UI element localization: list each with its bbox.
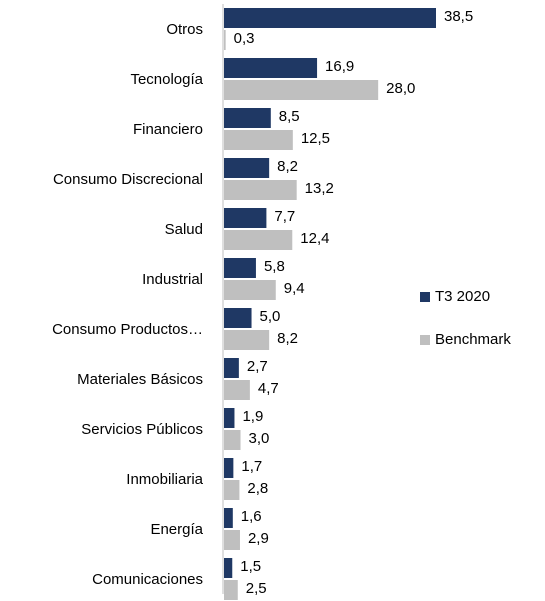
value-label: 2,8 bbox=[247, 480, 268, 497]
bar bbox=[224, 30, 226, 50]
bar bbox=[224, 530, 240, 550]
bar bbox=[224, 458, 234, 478]
bar bbox=[224, 358, 239, 378]
bar bbox=[224, 308, 252, 328]
bar bbox=[224, 8, 436, 28]
value-label: 5,0 bbox=[260, 308, 281, 325]
value-label: 1,9 bbox=[242, 408, 263, 425]
category-label: Otros bbox=[166, 21, 203, 38]
bar bbox=[224, 280, 276, 300]
value-label: 2,7 bbox=[247, 358, 268, 375]
value-label: 1,6 bbox=[241, 508, 262, 525]
value-label: 7,7 bbox=[274, 208, 295, 225]
category-label: Energía bbox=[150, 521, 203, 538]
value-label: 8,2 bbox=[277, 158, 298, 175]
legend-label: Benchmark bbox=[435, 331, 511, 348]
bar bbox=[224, 208, 267, 228]
category-label: Materiales Básicos bbox=[77, 371, 203, 388]
bar bbox=[224, 408, 235, 428]
bar bbox=[224, 380, 250, 400]
category-label: Servicios Públicos bbox=[81, 421, 203, 438]
bar bbox=[224, 108, 271, 128]
value-label: 0,3 bbox=[234, 30, 255, 47]
value-label: 3,0 bbox=[249, 430, 270, 447]
category-label: Consumo Productos… bbox=[52, 321, 203, 338]
legend-swatch bbox=[420, 335, 430, 345]
value-label: 1,5 bbox=[240, 558, 261, 575]
bar bbox=[224, 80, 379, 100]
value-label: 28,0 bbox=[386, 80, 415, 97]
value-label: 12,4 bbox=[300, 230, 329, 247]
category-label: Industrial bbox=[142, 271, 203, 288]
value-label: 12,5 bbox=[301, 130, 330, 147]
value-label: 8,5 bbox=[279, 108, 300, 125]
value-label: 8,2 bbox=[277, 330, 298, 347]
value-label: 2,9 bbox=[248, 530, 269, 547]
category-label: Inmobiliaria bbox=[126, 471, 203, 488]
bar bbox=[224, 508, 233, 528]
category-label: Consumo Discrecional bbox=[53, 171, 203, 188]
legend-label: T3 2020 bbox=[435, 288, 490, 305]
bar bbox=[224, 58, 318, 78]
category-label: Financiero bbox=[133, 121, 203, 138]
bar bbox=[224, 480, 240, 500]
bar bbox=[224, 258, 256, 278]
value-label: 4,7 bbox=[258, 380, 279, 397]
bar bbox=[224, 430, 241, 450]
legend-swatch bbox=[420, 292, 430, 302]
value-label: 1,7 bbox=[241, 458, 262, 475]
bar bbox=[224, 180, 297, 200]
bar bbox=[224, 230, 293, 250]
value-label: 5,8 bbox=[264, 258, 285, 275]
bar bbox=[224, 330, 270, 350]
value-label: 13,2 bbox=[305, 180, 334, 197]
bar bbox=[224, 158, 270, 178]
category-label: Comunicaciones bbox=[92, 571, 203, 588]
bar bbox=[224, 580, 238, 600]
category-label: Salud bbox=[165, 221, 203, 238]
value-label: 16,9 bbox=[325, 58, 354, 75]
value-label: 9,4 bbox=[284, 280, 305, 297]
bar bbox=[224, 558, 233, 578]
value-label: 38,5 bbox=[444, 8, 473, 25]
category-label: Tecnología bbox=[130, 71, 203, 88]
value-label: 2,5 bbox=[246, 580, 267, 597]
bar bbox=[224, 130, 293, 150]
